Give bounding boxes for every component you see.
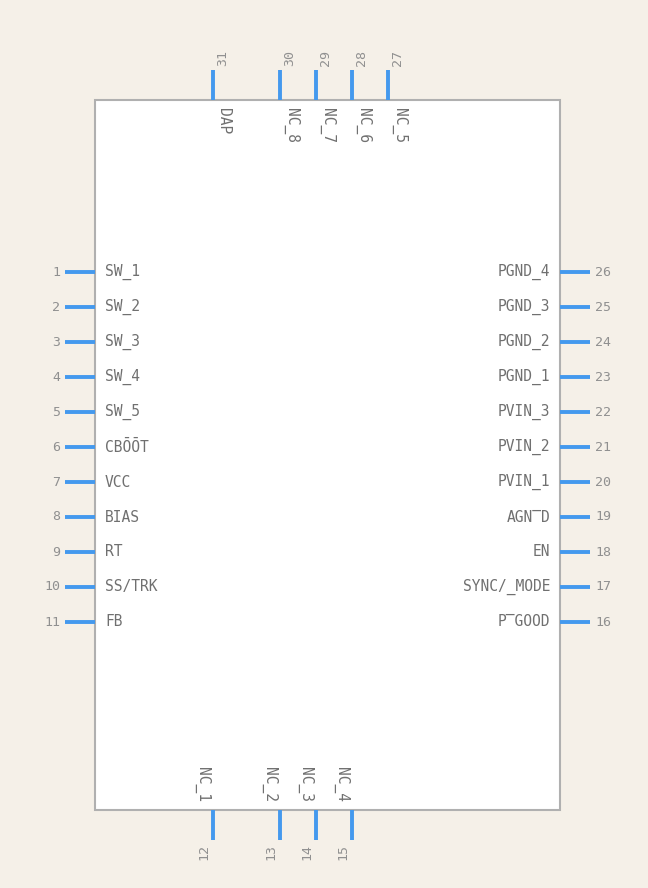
Text: 31: 31: [216, 50, 229, 66]
Text: AGN̅D: AGN̅D: [506, 510, 550, 525]
Text: 21: 21: [595, 440, 611, 454]
Text: 24: 24: [595, 336, 611, 348]
Text: 11: 11: [44, 615, 60, 629]
Text: 6: 6: [52, 440, 60, 454]
Text: 13: 13: [264, 844, 277, 860]
Text: NC_8: NC_8: [283, 108, 299, 143]
Text: 14: 14: [300, 844, 313, 860]
Text: 8: 8: [52, 511, 60, 524]
Text: 25: 25: [595, 300, 611, 313]
Text: 28: 28: [355, 50, 368, 66]
Text: SW_5: SW_5: [105, 404, 140, 420]
Text: SW_4: SW_4: [105, 369, 140, 385]
Text: 3: 3: [52, 336, 60, 348]
Text: 2: 2: [52, 300, 60, 313]
Text: 10: 10: [44, 581, 60, 593]
Text: BIAS: BIAS: [105, 510, 140, 525]
Text: 15: 15: [336, 844, 349, 860]
Text: PGND_1: PGND_1: [498, 369, 550, 385]
Text: 20: 20: [595, 475, 611, 488]
Text: 4: 4: [52, 370, 60, 384]
Text: PGND_3: PGND_3: [498, 299, 550, 315]
Text: 9: 9: [52, 545, 60, 559]
Text: NC_6: NC_6: [355, 108, 371, 143]
Text: RT: RT: [105, 544, 122, 559]
Text: FB: FB: [105, 614, 122, 630]
Text: DAP: DAP: [216, 108, 231, 134]
Text: P̅GOOD: P̅GOOD: [498, 614, 550, 630]
Text: PVIN_2: PVIN_2: [498, 439, 550, 456]
Text: SS/TRK: SS/TRK: [105, 580, 157, 594]
Text: 18: 18: [595, 545, 611, 559]
Text: CBŌŌT: CBŌŌT: [105, 440, 149, 455]
Text: 29: 29: [319, 50, 332, 66]
Text: VCC: VCC: [105, 474, 132, 489]
Text: SYNC/_MODE: SYNC/_MODE: [463, 579, 550, 595]
Text: 23: 23: [595, 370, 611, 384]
Text: 19: 19: [595, 511, 611, 524]
Text: 30: 30: [283, 50, 296, 66]
Text: SW_2: SW_2: [105, 299, 140, 315]
Text: 5: 5: [52, 406, 60, 418]
Text: 1: 1: [52, 266, 60, 279]
Text: 17: 17: [595, 581, 611, 593]
Text: 27: 27: [391, 50, 404, 66]
Text: SW_3: SW_3: [105, 334, 140, 350]
Text: PVIN_1: PVIN_1: [498, 474, 550, 490]
Text: EN: EN: [533, 544, 550, 559]
Text: NC_7: NC_7: [319, 108, 335, 143]
Text: 22: 22: [595, 406, 611, 418]
Text: NC_3: NC_3: [297, 767, 313, 802]
Text: PVIN_3: PVIN_3: [498, 404, 550, 420]
Text: SW_1: SW_1: [105, 264, 140, 280]
Bar: [95, 100, 560, 810]
Text: PGND_2: PGND_2: [498, 334, 550, 350]
Text: NC_4: NC_4: [333, 767, 349, 802]
Text: 26: 26: [595, 266, 611, 279]
Text: PGND_4: PGND_4: [498, 264, 550, 280]
Text: NC_2: NC_2: [260, 767, 277, 802]
Text: 7: 7: [52, 475, 60, 488]
Text: NC_5: NC_5: [391, 108, 407, 143]
Text: 16: 16: [595, 615, 611, 629]
Text: NC_1: NC_1: [194, 767, 210, 802]
Text: 12: 12: [197, 844, 210, 860]
